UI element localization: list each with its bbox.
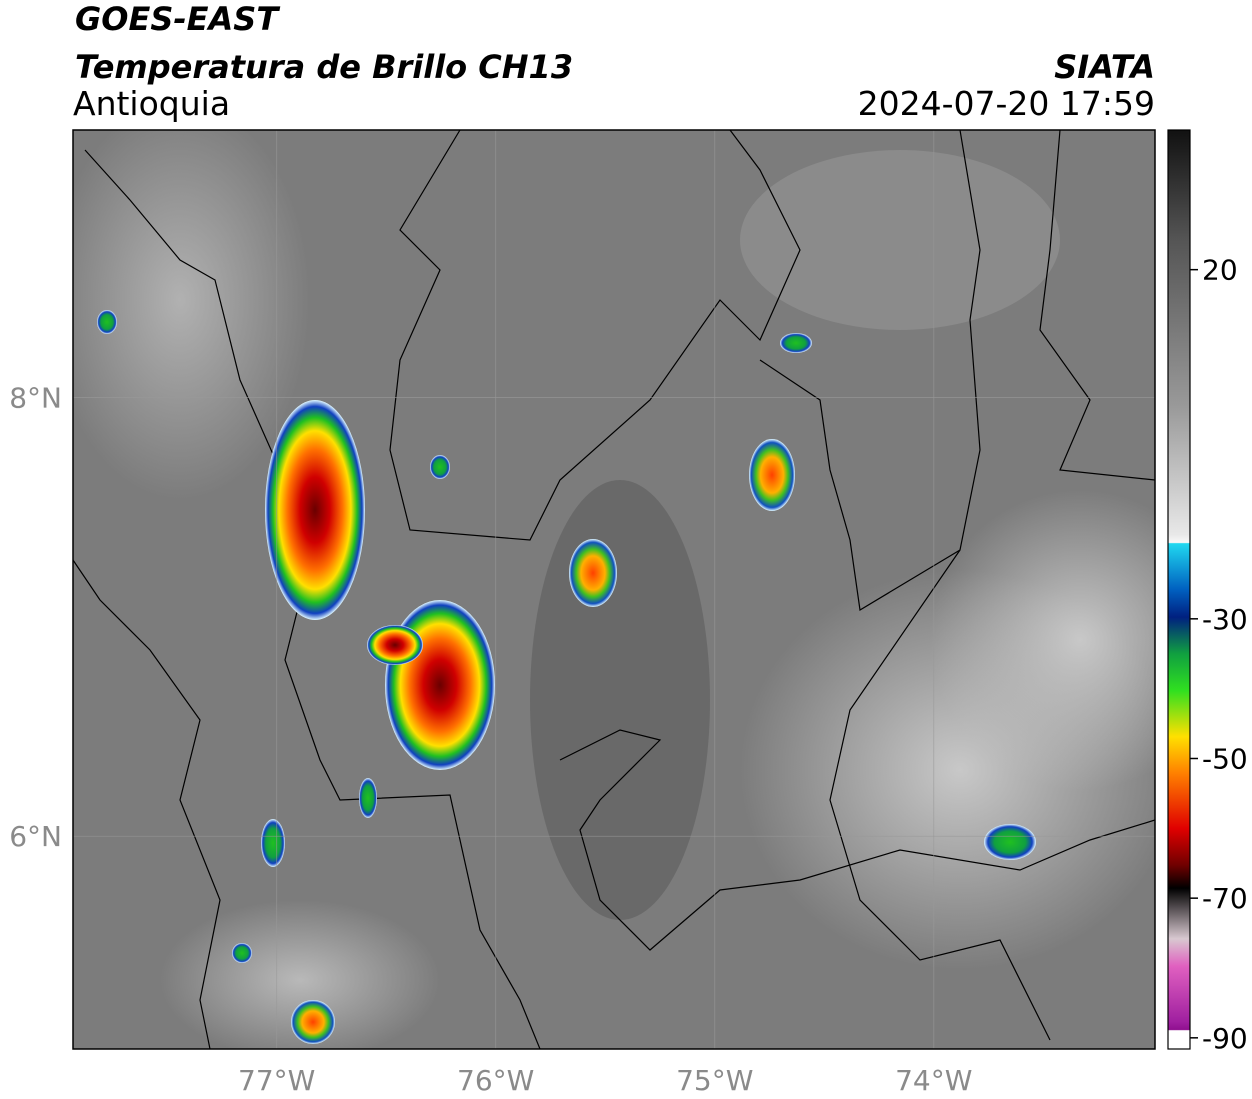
source: SIATA (1054, 48, 1155, 86)
cloud (73, 130, 310, 500)
storm-cell (569, 539, 617, 607)
storm-cell (97, 310, 117, 334)
storm-cell (430, 455, 450, 479)
title: GOES-EAST (75, 0, 280, 38)
colorbar-tick-label: -70 (1202, 882, 1248, 915)
colorbar-tick-label: -30 (1202, 603, 1248, 636)
colorbar (1167, 129, 1191, 1050)
storm-cell (265, 400, 365, 620)
coastline (73, 559, 221, 1049)
storm-cell (261, 819, 285, 867)
map (73, 130, 1155, 1049)
lat-tick-label: 6°N (9, 820, 62, 853)
storm-cell (359, 778, 377, 818)
lon-tick-label: 75°W (676, 1064, 753, 1097)
colorbar-tick-label: 20 (1202, 254, 1238, 287)
border (1039, 130, 1155, 481)
colorbar-tick-label: -90 (1202, 1022, 1248, 1055)
lon-tick-label: 74°W (895, 1064, 972, 1097)
border (559, 729, 1155, 951)
cloud (740, 150, 1060, 330)
lat-tick-label: 8°N (9, 382, 62, 415)
subtitle: Temperatura de Brillo CH13 (75, 48, 573, 86)
datetime: 2024-07-20 17:59 (858, 84, 1155, 123)
border (84, 149, 541, 1049)
region: Antioquia (73, 84, 230, 123)
cloud (930, 490, 1155, 790)
storm-cell (367, 625, 423, 665)
cloud (530, 480, 710, 920)
storm-cell (780, 333, 812, 353)
storm-cell (749, 439, 795, 511)
cloud (160, 900, 440, 1049)
border (389, 130, 801, 541)
map-frame (72, 129, 1156, 1050)
border (759, 130, 981, 611)
colorbar-tick-label: -50 (1202, 742, 1248, 775)
lon-tick-label: 77°W (238, 1064, 315, 1097)
storm-cell (385, 600, 495, 770)
lon-tick-label: 76°W (457, 1064, 534, 1097)
storm-cell (984, 824, 1036, 860)
storm-cell (291, 1000, 335, 1044)
storm-cell (232, 943, 252, 963)
border (829, 549, 1051, 1041)
